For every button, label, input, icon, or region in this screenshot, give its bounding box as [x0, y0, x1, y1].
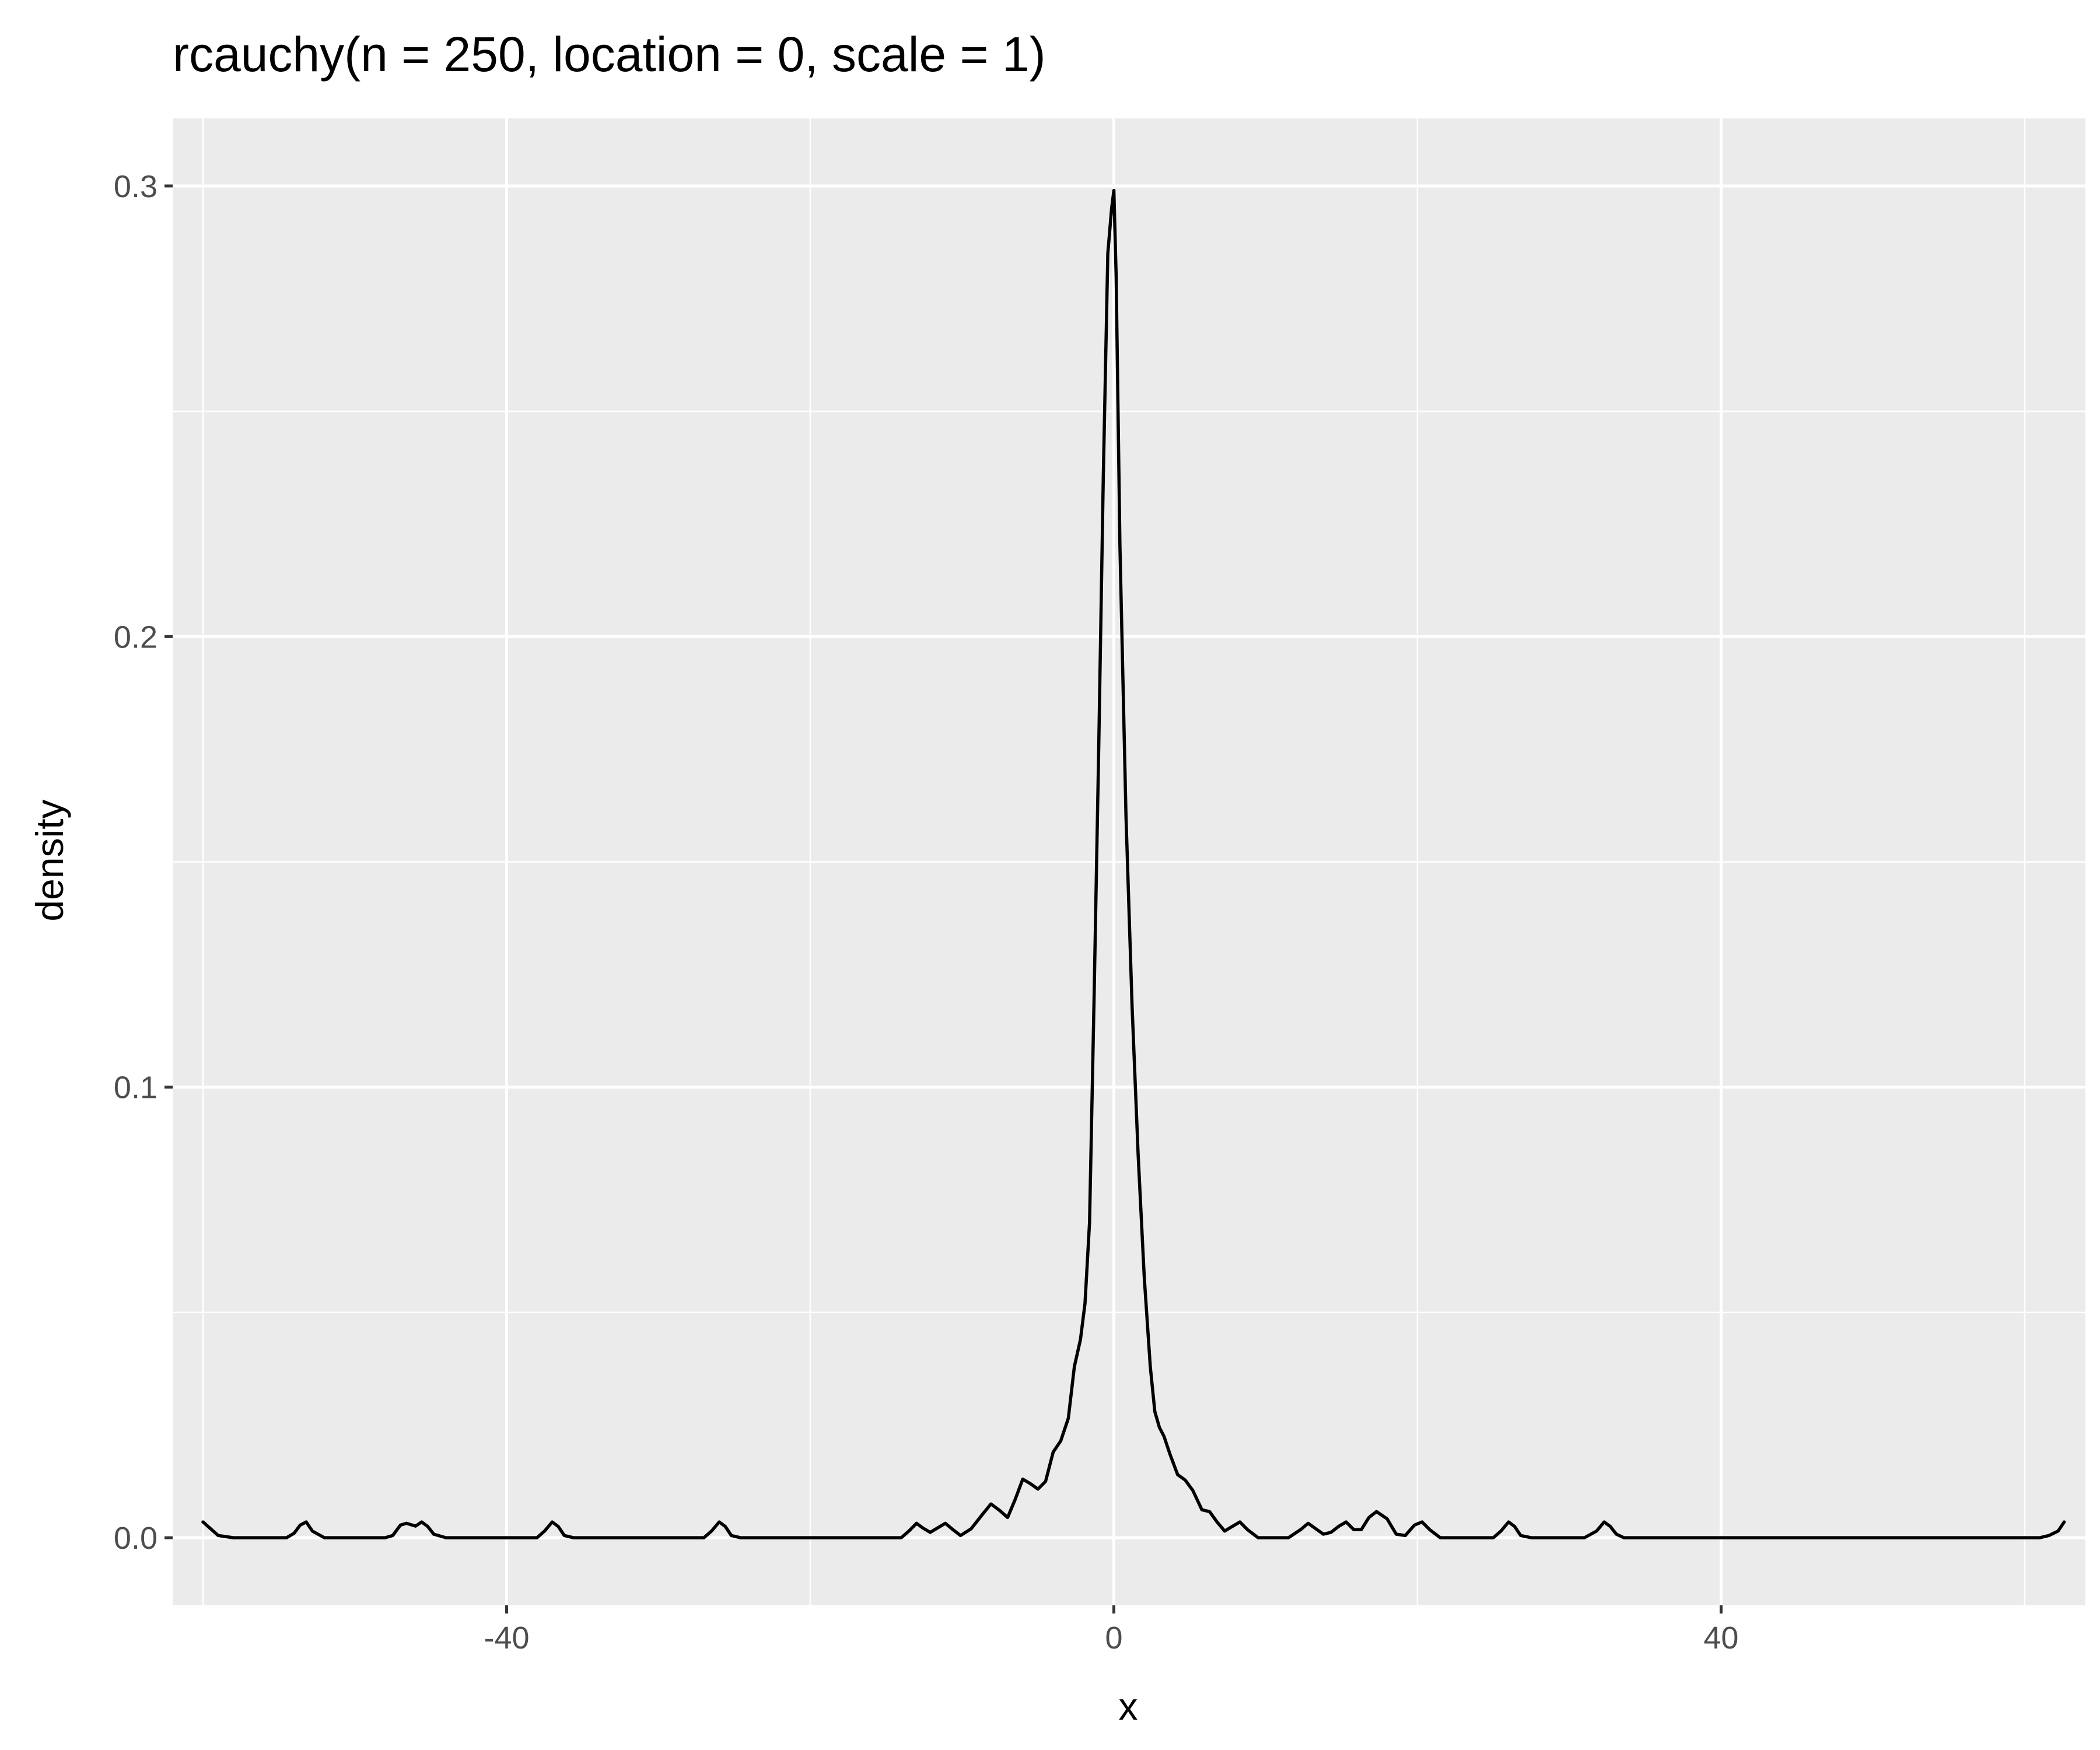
- minor-gridlines: [173, 118, 2085, 1605]
- y-tick-label: 0.1: [114, 1070, 158, 1105]
- x-tick-label: 0: [1105, 1620, 1122, 1656]
- y-tick-label: 0.3: [114, 169, 158, 204]
- y-tick-label: 0.2: [114, 620, 158, 654]
- x-tick-label: 40: [1703, 1620, 1738, 1656]
- x-axis-title: x: [1119, 1685, 1138, 1728]
- y-axis: 0.0 0.1 0.2 0.3: [114, 169, 173, 1556]
- x-axis: -40 0 40: [484, 1605, 1738, 1656]
- y-tick-label: 0.0: [114, 1521, 158, 1556]
- chart-title: rcauchy(n = 250, location = 0, scale = 1…: [173, 27, 1046, 82]
- density-curve: [201, 188, 2066, 1539]
- x-tick-label: -40: [484, 1620, 530, 1656]
- y-axis-title: density: [28, 799, 71, 921]
